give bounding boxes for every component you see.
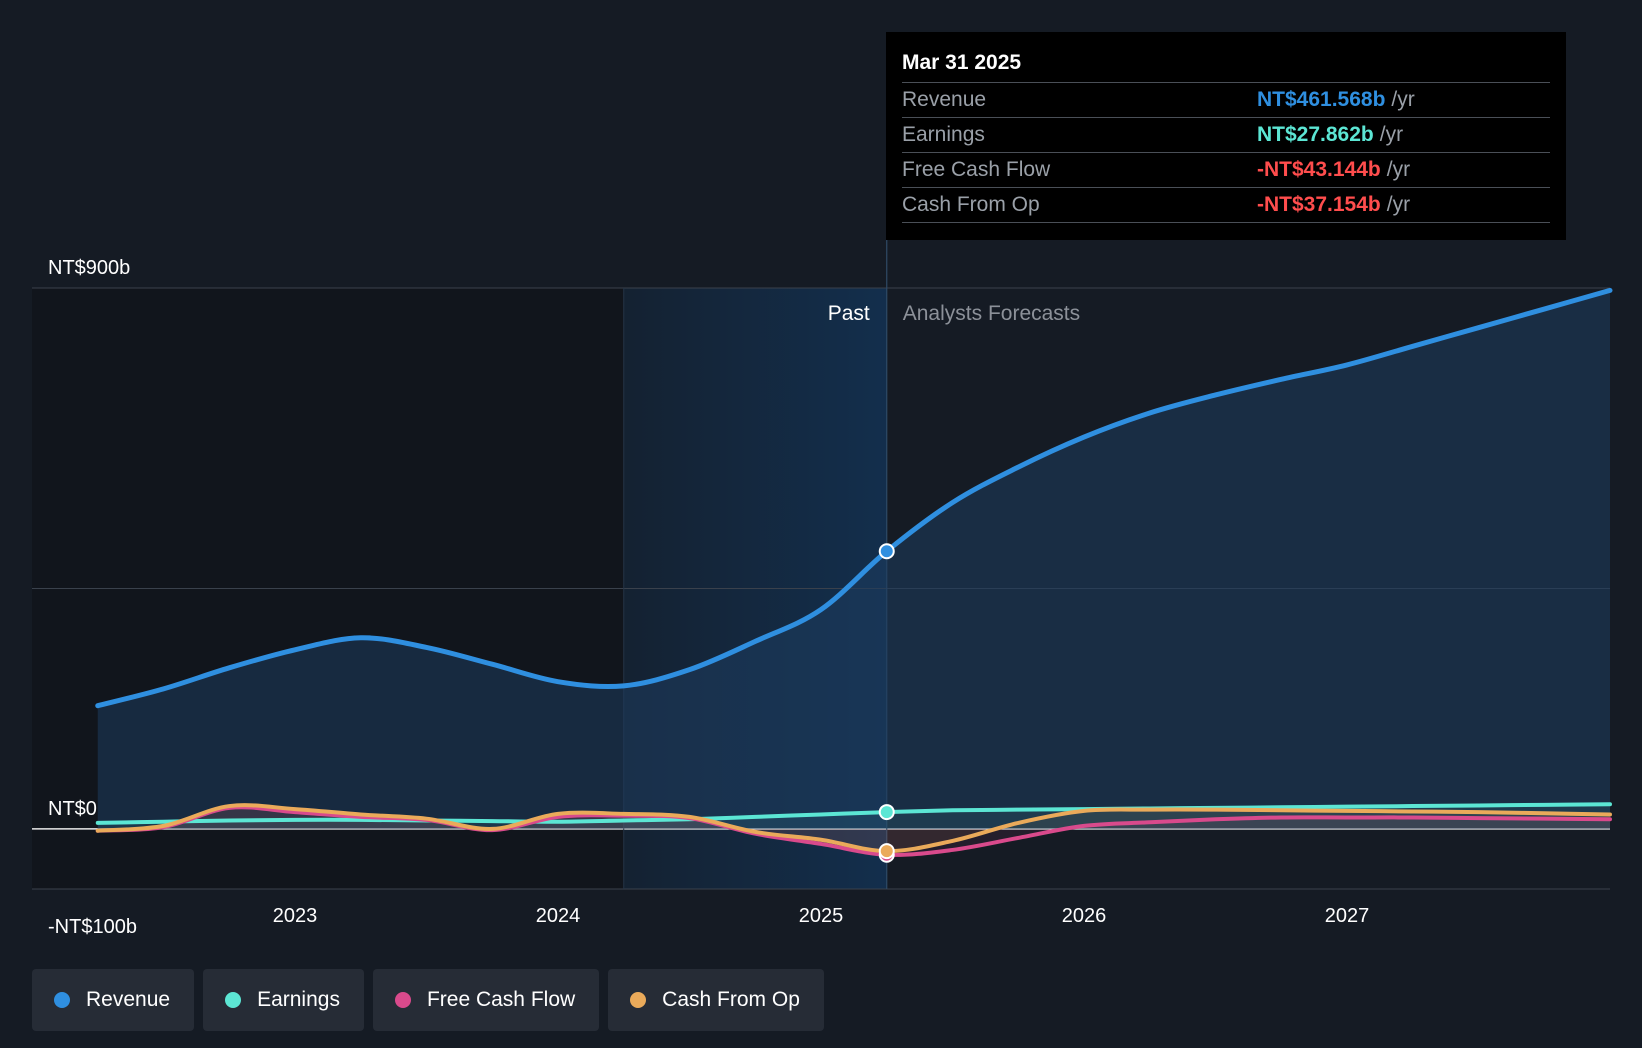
legend-item-earnings[interactable]: Earnings [203, 969, 364, 1031]
tooltip-unit: /yr [1386, 193, 1411, 216]
legend-dot-icon [225, 992, 242, 1008]
cash-from-op-line [95, 803, 1612, 854]
revenue-line [95, 287, 1613, 709]
cash-from-op-marker [878, 843, 895, 860]
legend: Revenue Earnings Free Cash Flow Cash Fro… [32, 969, 833, 1031]
tooltip-row-cash-from-op: Cash From Op -NT$37.154b /yr [902, 188, 1550, 223]
x-tick-label: 2023 [273, 905, 318, 927]
legend-item-cash-from-op[interactable]: Cash From Op [608, 969, 824, 1031]
tooltip-unit: /yr [1379, 123, 1404, 146]
earnings-marker [878, 804, 895, 821]
earnings-line [95, 802, 1612, 825]
tooltip-unit: /yr [1386, 158, 1411, 181]
chart-area: NT$900b NT$0 -NT$100b 2023 2024 2025 2026 2027 P… [32, 240, 1613, 938]
legend-label: Revenue [86, 988, 171, 1011]
legend-dot-icon [54, 992, 70, 1008]
y-tick-label: NT$0 [48, 798, 97, 820]
tooltip-value: -NT$37.154b [1257, 193, 1381, 216]
legend-label: Earnings [257, 988, 340, 1011]
tooltip-label: Revenue [902, 88, 987, 111]
free-cash-flow-line [95, 805, 1612, 857]
revenue-marker [878, 543, 895, 560]
tooltip: Mar 31 2025 Revenue NT$461.568b /yr Earn… [886, 32, 1566, 240]
tooltip-row-free-cash-flow: Free Cash Flow -NT$43.144b /yr [902, 153, 1550, 188]
forecast-label: Analysts Forecasts [903, 302, 1080, 325]
tooltip-unit: /yr [1391, 88, 1415, 111]
tooltip-row-revenue: Revenue NT$461.568b /yr [902, 83, 1550, 118]
tooltip-label: Earnings [902, 123, 985, 146]
legend-dot-icon [630, 992, 647, 1008]
x-tick-label: 2026 [1062, 905, 1107, 927]
tooltip-date: Mar 31 2025 [902, 44, 1550, 83]
y-tick-label: NT$900b [48, 257, 130, 279]
x-tick-label: 2027 [1325, 905, 1370, 927]
tooltip-row-earnings: Earnings NT$27.862b /yr [902, 118, 1550, 153]
tooltip-value: NT$27.862b [1257, 123, 1374, 146]
tooltip-label: Free Cash Flow [902, 158, 1051, 181]
legend-label: Free Cash Flow [426, 988, 576, 1011]
x-tick-label: 2024 [536, 905, 581, 927]
legend-dot-icon [394, 992, 411, 1008]
legend-item-free-cash-flow[interactable]: Free Cash Flow [372, 969, 600, 1031]
tooltip-value: -NT$43.144b [1257, 158, 1381, 181]
cash-from-op-area [97, 805, 1610, 852]
legend-label: Cash From Op [662, 988, 800, 1011]
legend-item-revenue[interactable]: Revenue [32, 969, 195, 1031]
past-label: Past [828, 302, 870, 325]
revenue-area [97, 290, 1610, 829]
tooltip-label: Cash From Op [902, 193, 1040, 216]
tooltip-value: NT$461.568b [1257, 88, 1386, 111]
x-tick-label: 2025 [799, 905, 844, 927]
y-tick-label: -NT$100b [48, 916, 137, 938]
